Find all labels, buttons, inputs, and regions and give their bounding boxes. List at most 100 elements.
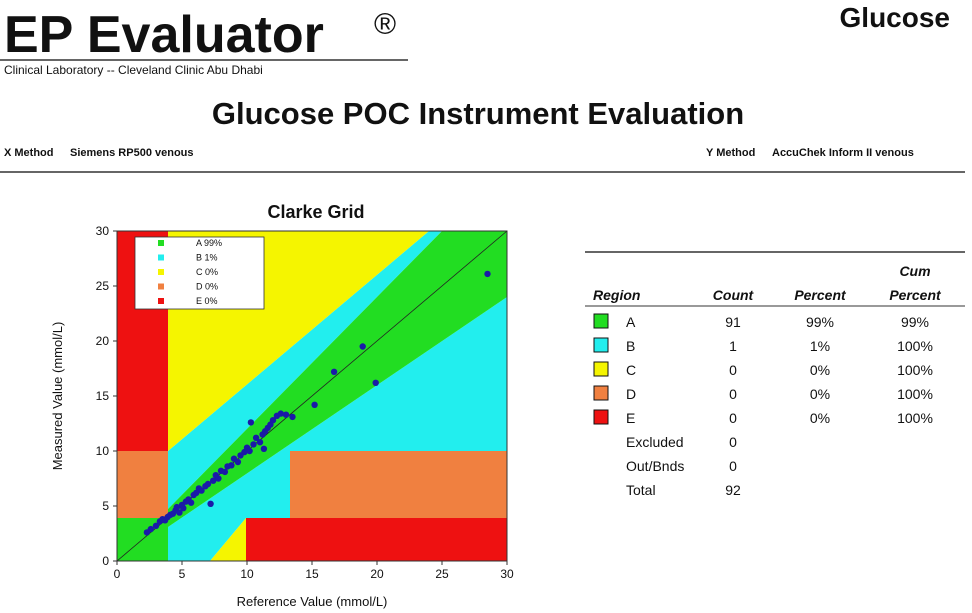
x-method: Siemens RP500 venous: [70, 147, 194, 159]
x-tick-label: 10: [240, 567, 254, 581]
table-cell: Excluded: [626, 434, 684, 450]
table-cell: 100%: [897, 338, 933, 354]
table-cell: 100%: [897, 386, 933, 402]
y-method: AccuChek Inform II venous: [772, 147, 914, 159]
data-point: [210, 477, 217, 484]
swatch: [593, 409, 609, 425]
zone-e: [246, 518, 507, 561]
data-point: [180, 505, 187, 512]
zone-c: [210, 518, 246, 561]
legend-swatch: [158, 283, 164, 290]
registered-mark: ®: [374, 8, 396, 41]
table-cell: 0: [729, 434, 737, 450]
swatch: [593, 337, 609, 353]
table-cell: 0: [729, 410, 737, 426]
table-cell: 0: [729, 386, 737, 402]
table-cell: D: [626, 386, 636, 402]
data-point: [246, 447, 253, 455]
data-point: [484, 270, 491, 278]
data-point: [204, 480, 212, 488]
data-point: [311, 401, 318, 408]
data-point: [282, 411, 290, 418]
legend-box: [134, 236, 265, 310]
data-point: [277, 410, 284, 417]
x-tick-label: 20: [370, 567, 384, 581]
x-tick-label: 30: [500, 567, 514, 581]
table-cell: 1%: [810, 338, 830, 354]
x-tick-label: 15: [305, 567, 319, 581]
x-tick-label: 25: [435, 567, 449, 581]
data-point: [152, 522, 160, 529]
legend-label: E 0%: [196, 296, 218, 306]
x-tick-label: 5: [179, 567, 186, 581]
y-tick-label: 5: [102, 499, 109, 513]
chart-title: Clarke Grid: [267, 202, 364, 222]
data-point: [359, 343, 366, 350]
table-cell: 100%: [897, 410, 933, 426]
data-point: [228, 462, 235, 469]
data-point: [289, 413, 296, 421]
lab: Clinical Laboratory -- Cleveland Clinic …: [4, 63, 263, 77]
data-point: [215, 475, 222, 482]
zone-d: [117, 451, 168, 518]
table-header: Cum: [899, 263, 930, 279]
data-point: [372, 379, 379, 386]
x-method-label: X Method: [4, 147, 54, 159]
x-tick-label: 0: [114, 567, 121, 581]
data-point: [173, 503, 180, 511]
table-cell: 0: [729, 362, 737, 378]
y-tick-label: 10: [96, 444, 110, 458]
table-header: Percent: [889, 287, 942, 303]
swatch: [593, 385, 609, 401]
legend-label: B 1%: [196, 253, 218, 263]
x-axis-label: Reference Value (mmol/L): [237, 594, 388, 609]
legend-swatch: [158, 298, 164, 304]
data-point: [198, 487, 205, 494]
legend-label: C 0%: [196, 267, 218, 277]
data-point: [256, 439, 264, 446]
data-point: [260, 445, 268, 452]
table-header: Count: [713, 287, 755, 303]
table-cell: Total: [626, 482, 656, 498]
table-cell: Out/Bnds: [626, 458, 684, 474]
y-tick-label: 30: [96, 224, 110, 238]
analyte: Glucose: [840, 2, 950, 33]
legend-label: D 0%: [196, 282, 218, 292]
brand: EP Evaluator: [4, 6, 324, 64]
table-cell: C: [626, 362, 636, 378]
swatches: [593, 313, 609, 425]
table-cell: 99%: [806, 314, 834, 330]
data-point: [250, 441, 257, 448]
data-point: [207, 500, 214, 507]
data-point: [252, 434, 260, 441]
y-tick-label: 25: [96, 279, 110, 293]
data-point: [269, 417, 277, 424]
zone-b: [168, 297, 507, 561]
table-cell: 92: [725, 482, 741, 498]
table-cell: 0: [729, 458, 737, 474]
zone-d: [290, 451, 507, 518]
table-cell: 0%: [810, 410, 830, 426]
data-point: [176, 509, 183, 516]
data-point: [147, 525, 154, 533]
table-cell: 100%: [897, 362, 933, 378]
y-tick-label: 0: [102, 554, 109, 568]
table-cell: 0%: [810, 362, 830, 378]
data-point: [221, 468, 229, 476]
table-header: Region: [593, 287, 640, 303]
table-cell: 91: [725, 314, 741, 330]
y-method-label: Y Method: [706, 147, 755, 159]
table-cell: E: [626, 410, 635, 426]
table-cell: 1: [729, 338, 737, 354]
table-cell: A: [626, 314, 636, 330]
legend-swatch: [158, 240, 164, 246]
y-axis-label: Measured Value (mmol/L): [50, 322, 65, 471]
table-header: Percent: [794, 287, 847, 303]
y-tick-label: 20: [96, 334, 110, 348]
table-cell: 99%: [901, 314, 929, 330]
legend-label: A 99%: [196, 238, 222, 248]
y-tick-label: 15: [96, 389, 110, 403]
data-point: [187, 499, 195, 506]
data-point: [330, 368, 338, 375]
